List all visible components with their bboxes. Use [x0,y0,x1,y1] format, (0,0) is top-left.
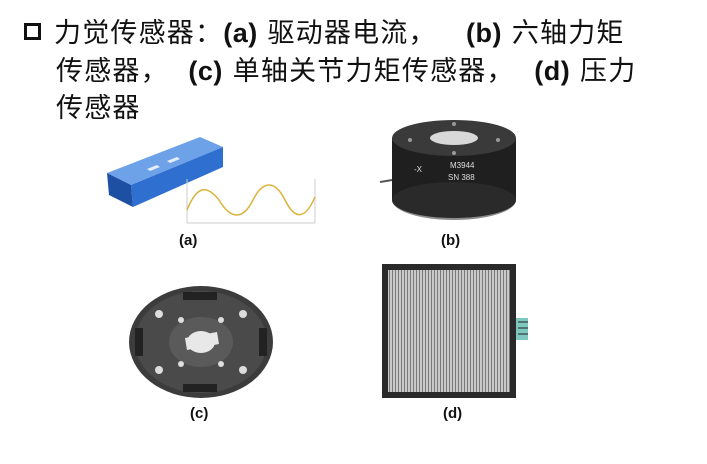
bullet-line-1: 力觉传感器：(a) 驱动器电流， (b) 六轴力矩 [54,14,625,53]
current-sensor-box-icon [107,137,223,207]
pressure-sensor-pad-icon [382,264,528,398]
text-sensor: 传感器， [56,56,169,87]
text-six-axis: 六轴力矩 [502,18,625,49]
text-driver-current: 驱动器电流， [257,18,437,49]
joint-torque-sensor-figure [129,286,273,398]
six-axis-torque-sensor-icon [379,120,516,220]
hollow-square-bullet-icon [24,23,41,40]
tag-d: (d) [534,56,571,86]
text-joint-torque: 单轴关节力矩传感器， [222,56,515,87]
six-axis-sensor-figure: -X M3944 SN 388 [379,120,516,220]
tag-a: (a) [223,18,258,48]
caption-d: (d) [443,405,463,422]
caption-c: (c) [190,405,209,422]
caption-a: (a) [179,232,198,249]
joint-torque-sensor-disk-icon [129,286,273,398]
tag-c: (c) [188,56,223,86]
caption-b: (b) [441,232,461,249]
bullet-line-2: 传感器， (c) 单轴关节力矩传感器， (d) 压力 [56,52,636,91]
sensor-serial-label: SN 388 [448,173,475,182]
text-force-sensor: 力觉传感器： [54,18,224,49]
bullet-line-3: 传感器 [56,90,141,128]
pressure-sensor-figure [382,264,528,398]
text-sensor-end: 传感器 [56,93,141,124]
sensor-x-label: -X [414,165,423,174]
sine-wave-icon [186,179,316,224]
sensor-model-label: M3944 [450,161,475,170]
text-pressure: 压力 [570,56,637,87]
current-sensor-figure [107,137,316,224]
tag-b: (b) [466,18,503,48]
